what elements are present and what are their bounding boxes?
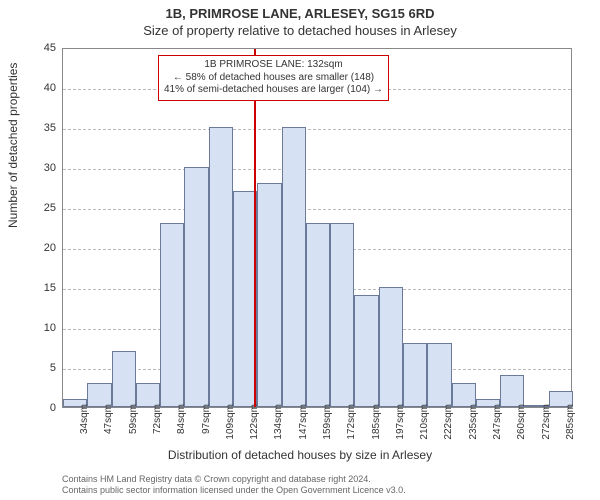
annotation-line: ← 58% of detached houses are smaller (14… bbox=[164, 72, 383, 85]
y-tick-label: 30 bbox=[16, 162, 56, 174]
title-line-1: 1B, PRIMROSE LANE, ARLESEY, SG15 6RD bbox=[0, 0, 600, 21]
y-tick-label: 5 bbox=[16, 362, 56, 374]
y-tick-label: 15 bbox=[16, 282, 56, 294]
histogram-bar bbox=[427, 343, 451, 407]
plot-area: 34sqm47sqm59sqm72sqm84sqm97sqm109sqm122s… bbox=[62, 48, 572, 408]
annotation-box: 1B PRIMROSE LANE: 132sqm← 58% of detache… bbox=[158, 55, 389, 101]
credits-line-2: Contains public sector information licen… bbox=[62, 485, 406, 496]
gridline bbox=[63, 129, 571, 130]
histogram-bar bbox=[330, 223, 354, 407]
histogram-bar bbox=[379, 287, 403, 407]
gridline bbox=[63, 169, 571, 170]
annotation-line: 1B PRIMROSE LANE: 132sqm bbox=[164, 59, 383, 72]
y-tick-label: 35 bbox=[16, 122, 56, 134]
histogram-bar bbox=[160, 223, 184, 407]
y-tick-label: 40 bbox=[16, 82, 56, 94]
credits-line-1: Contains HM Land Registry data © Crown c… bbox=[62, 474, 406, 485]
y-tick-label: 20 bbox=[16, 242, 56, 254]
y-tick-label: 45 bbox=[16, 42, 56, 54]
gridline bbox=[63, 209, 571, 210]
histogram-bar bbox=[209, 127, 233, 407]
histogram-bar bbox=[354, 295, 378, 407]
y-tick-label: 0 bbox=[16, 402, 56, 414]
histogram-bar bbox=[500, 375, 524, 407]
histogram-bar bbox=[257, 183, 281, 407]
y-tick-label: 10 bbox=[16, 322, 56, 334]
annotation-line: 41% of semi-detached houses are larger (… bbox=[164, 84, 383, 97]
histogram-bar bbox=[282, 127, 306, 407]
title-line-2: Size of property relative to detached ho… bbox=[0, 21, 600, 38]
marker-line bbox=[254, 49, 256, 407]
histogram-bar bbox=[306, 223, 330, 407]
histogram-bar bbox=[403, 343, 427, 407]
credits: Contains HM Land Registry data © Crown c… bbox=[62, 474, 406, 496]
histogram-bar bbox=[184, 167, 208, 407]
y-tick-label: 25 bbox=[16, 202, 56, 214]
x-axis-label: Distribution of detached houses by size … bbox=[0, 448, 600, 462]
histogram-bar bbox=[112, 351, 136, 407]
